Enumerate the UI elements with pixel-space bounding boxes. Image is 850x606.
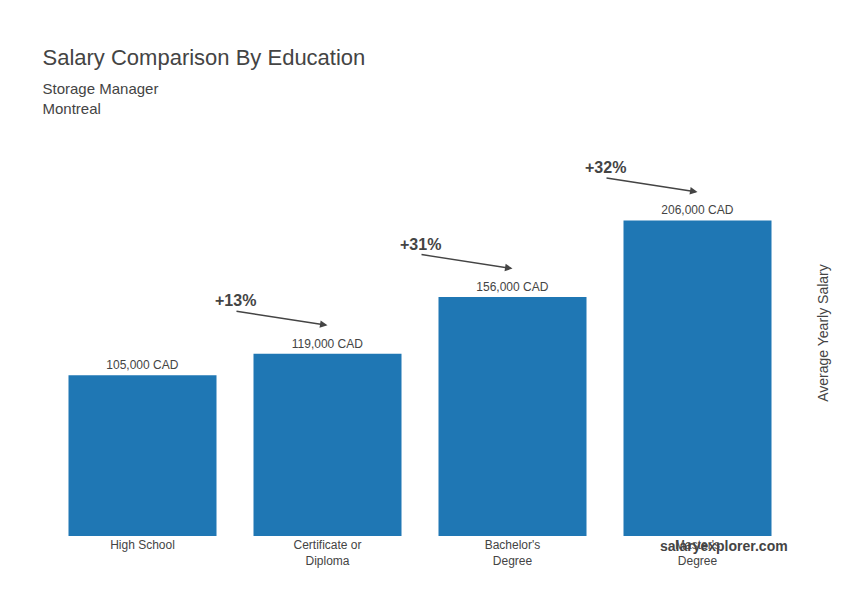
svg-text:+32%: +32% (585, 159, 626, 176)
svg-text:206,000 CAD: 206,000 CAD (661, 203, 733, 217)
svg-text:Storage ManagerMontreal: Storage ManagerMontreal (43, 80, 159, 117)
svg-text:+31%: +31% (400, 236, 441, 253)
svg-text:Average Yearly Salary: Average Yearly Salary (815, 264, 831, 402)
svg-text:156,000 CAD: 156,000 CAD (476, 280, 548, 294)
svg-text:Master'sDegree: Master'sDegree (675, 538, 720, 568)
svg-text:Salary Comparison By Education: Salary Comparison By Education (43, 45, 366, 70)
svg-text:105,000 CAD: 105,000 CAD (106, 358, 178, 372)
svg-text:Certificate orDiploma: Certificate orDiploma (293, 538, 361, 568)
svg-text:Bachelor'sDegree: Bachelor'sDegree (485, 538, 541, 568)
svg-text:119,000 CAD: 119,000 CAD (292, 337, 363, 351)
svg-text:salaryexplorer.com: salaryexplorer.com (660, 538, 788, 554)
svg-text:High School: High School (110, 538, 175, 552)
svg-text:+13%: +13% (215, 292, 256, 309)
